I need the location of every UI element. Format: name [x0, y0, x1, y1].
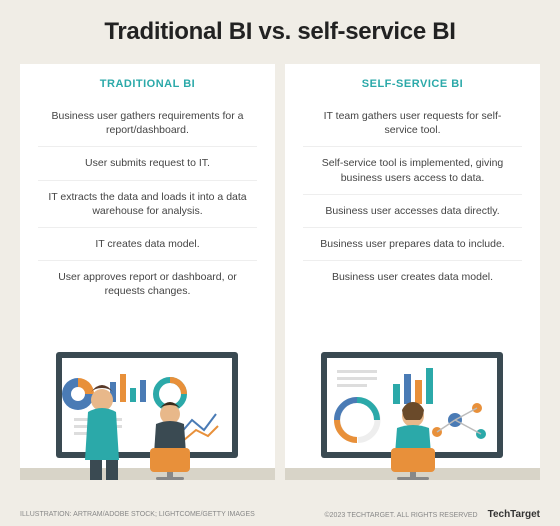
page-title: Traditional BI vs. self-service BI [20, 18, 540, 46]
brand-logo: TechTarget [488, 509, 540, 520]
footer: ILLUSTRATION: ARTRAM/ADOBE STOCK; LIGHTC… [20, 509, 540, 520]
step: Business user gathers requirements for a… [38, 100, 257, 147]
illustration-two-people [20, 340, 275, 480]
step: Business user prepares data to include. [303, 228, 522, 261]
column-traditional: TRADITIONAL BI Business user gathers req… [20, 64, 275, 480]
step: IT creates data model. [38, 228, 257, 261]
comparison-columns: TRADITIONAL BI Business user gathers req… [20, 64, 540, 480]
illustration-one-person [285, 340, 540, 480]
step: Self-service tool is implemented, giving… [303, 147, 522, 194]
column-body-self-service: IT team gathers user requests for self-s… [285, 100, 540, 340]
step: Business user creates data model. [303, 261, 522, 293]
step: User approves report or dashboard, or re… [38, 261, 257, 307]
step: IT extracts the data and loads it into a… [38, 181, 257, 228]
column-header-traditional: TRADITIONAL BI [20, 64, 275, 100]
column-self-service: SELF-SERVICE BI IT team gathers user req… [285, 64, 540, 480]
column-header-self-service: SELF-SERVICE BI [285, 64, 540, 100]
column-body-traditional: Business user gathers requirements for a… [20, 100, 275, 340]
step: IT team gathers user requests for self-s… [303, 100, 522, 147]
illustration-credit: ILLUSTRATION: ARTRAM/ADOBE STOCK; LIGHTC… [20, 511, 255, 518]
step: Business user accesses data directly. [303, 195, 522, 228]
copyright: ©2023 TECHTARGET. ALL RIGHTS RESERVED [325, 512, 478, 519]
step: User submits request to IT. [38, 147, 257, 180]
